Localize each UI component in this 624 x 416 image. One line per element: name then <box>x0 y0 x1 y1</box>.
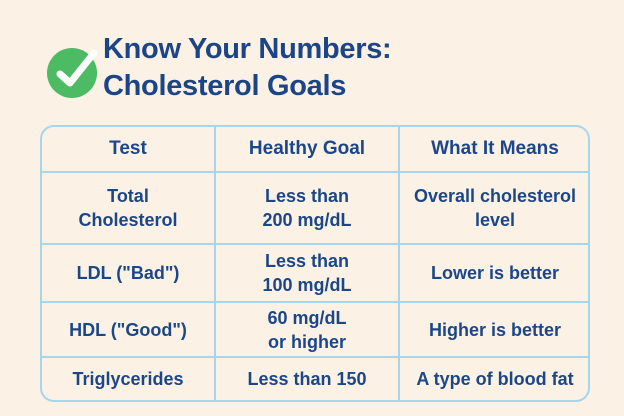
cell-hdl-goal: 60 mg/dL or higher <box>216 303 400 358</box>
cell-triglycerides-goal: Less than 150 <box>216 358 400 400</box>
cell-hdl-means: Higher is better <box>400 303 588 358</box>
column-header-test: Test <box>42 127 216 173</box>
page-title: Know Your Numbers: Cholesterol Goals <box>103 31 392 105</box>
cell-triglycerides-means: A type of blood fat <box>416 369 574 389</box>
check-circle-icon <box>46 44 108 100</box>
cholesterol-goals-table: Test Healthy Goal What It Means Total Ch… <box>40 125 590 402</box>
cell-ldl-test: LDL ("Bad") <box>42 245 216 303</box>
cell-total-cholesterol-test: Total Cholesterol <box>42 173 216 245</box>
page-title-line2: Cholesterol Goals <box>103 70 347 102</box>
cell-triglycerides-test: Triglycerides <box>42 358 216 400</box>
column-header-healthy-goal: Healthy Goal <box>216 127 400 173</box>
column-header-what-it-means: What It Means <box>400 127 588 173</box>
page-title-line1: Know Your Numbers: <box>103 33 392 65</box>
cell-total-cholesterol-means: Overall cholesterol level <box>400 173 588 245</box>
cell-total-cholesterol-goal: Less than 200 mg/dL <box>216 173 400 245</box>
cell-hdl-test: HDL ("Good") <box>42 303 216 358</box>
cell-ldl-means: Lower is better <box>400 245 588 303</box>
cell-ldl-goal: Less than 100 mg/dL <box>216 245 400 303</box>
